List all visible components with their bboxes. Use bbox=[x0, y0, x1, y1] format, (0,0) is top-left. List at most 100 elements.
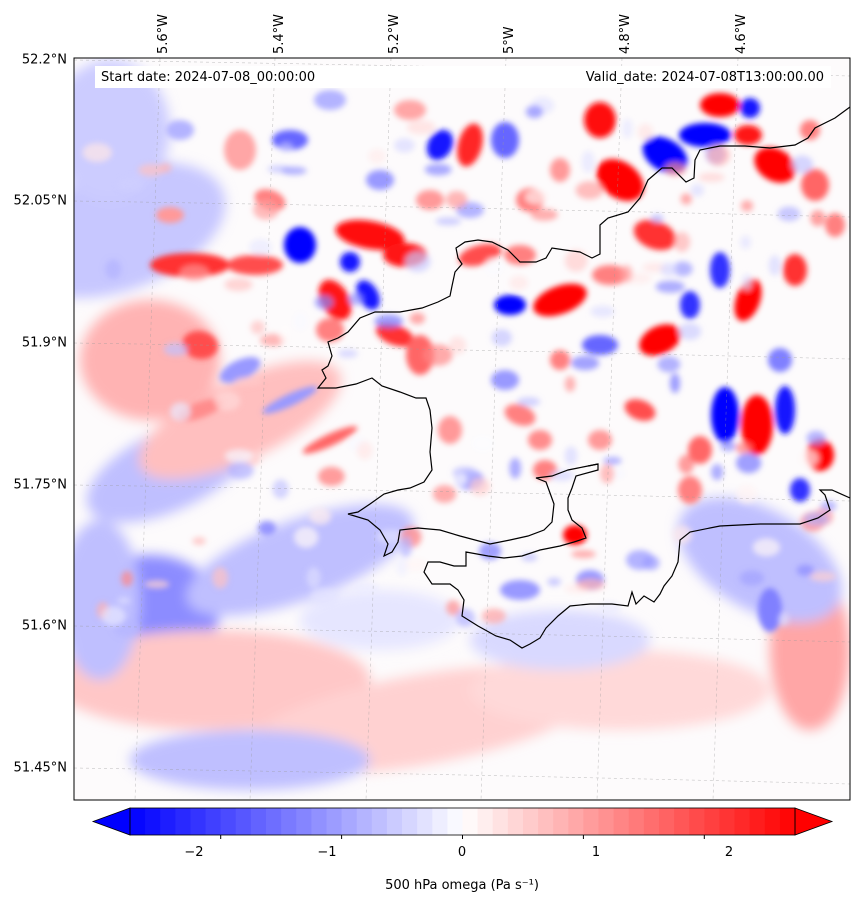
omega-cell bbox=[736, 452, 762, 474]
omega-cell bbox=[590, 305, 615, 318]
omega-cell bbox=[509, 457, 522, 479]
valid-date-label: Valid_date: 2024-07-08T13:00:00.00 bbox=[585, 70, 824, 85]
omega-cell bbox=[768, 255, 781, 276]
omega-cell bbox=[800, 120, 820, 140]
omega-cell bbox=[416, 190, 444, 210]
omega-cell bbox=[491, 122, 519, 158]
omega-cell bbox=[163, 342, 189, 356]
omega-cell bbox=[394, 100, 426, 120]
omega-cell bbox=[678, 323, 702, 340]
omega-cell bbox=[192, 537, 206, 546]
omega-cell bbox=[504, 404, 536, 426]
meridian bbox=[249, 58, 276, 800]
omega-cell bbox=[735, 442, 753, 454]
omega-cell bbox=[673, 231, 691, 252]
colorbar-tick-label: −1 bbox=[317, 845, 337, 860]
omega-cell bbox=[620, 265, 633, 283]
omega-cell bbox=[457, 123, 483, 167]
omega-cell bbox=[293, 526, 319, 548]
parallel bbox=[74, 767, 850, 785]
lon-tick-label: 5°W bbox=[502, 26, 517, 54]
omega-cell bbox=[509, 275, 528, 290]
omega-cell bbox=[406, 335, 434, 375]
omega-cell bbox=[624, 399, 656, 421]
omega-cell bbox=[739, 570, 765, 586]
parallel bbox=[74, 200, 850, 218]
omega-cell bbox=[310, 588, 339, 605]
omega-cell bbox=[144, 580, 170, 589]
omega-cell bbox=[309, 508, 332, 525]
omega-cell bbox=[169, 402, 191, 422]
omega-cell bbox=[116, 176, 144, 192]
colorbar-tick-label: 1 bbox=[591, 845, 601, 860]
colorbar-tick-label: 2 bbox=[724, 845, 734, 860]
omega-cell bbox=[435, 217, 462, 226]
omega-cell bbox=[491, 370, 519, 390]
omega-cell bbox=[790, 478, 810, 502]
parallel bbox=[74, 342, 850, 360]
omega-cell bbox=[707, 144, 730, 166]
omega-cell bbox=[600, 464, 615, 484]
omega-cell bbox=[741, 395, 773, 455]
lat-tick-label: 51.6°N bbox=[21, 618, 67, 634]
meridian bbox=[480, 58, 507, 800]
omega-cell bbox=[224, 130, 256, 170]
colorbar-tick-label: −2 bbox=[184, 845, 204, 860]
omega-cell bbox=[660, 262, 678, 277]
omega-cell bbox=[105, 259, 122, 279]
omega-cell bbox=[366, 170, 394, 190]
omega-cell bbox=[669, 373, 681, 394]
omega-cell bbox=[825, 213, 845, 237]
omega-cell bbox=[680, 193, 692, 205]
omega-cell bbox=[517, 397, 541, 407]
omega-cell bbox=[340, 252, 360, 272]
omega-cell bbox=[504, 245, 536, 265]
omega-cell bbox=[734, 278, 762, 322]
omega-cell bbox=[564, 376, 576, 392]
omega-cell bbox=[596, 159, 644, 201]
omega-cell bbox=[101, 606, 126, 626]
omega-cell bbox=[253, 199, 279, 220]
omega-cell bbox=[250, 320, 265, 335]
omega-cell bbox=[348, 292, 364, 306]
meridian bbox=[712, 58, 739, 800]
omega-cell bbox=[775, 386, 795, 434]
lat-tick-label: 51.45°N bbox=[13, 760, 67, 776]
start-date-label: Start date: 2024-07-08_00:00:00 bbox=[101, 70, 316, 85]
omega-cell bbox=[396, 557, 408, 576]
lat-tick-label: 51.75°N bbox=[13, 477, 67, 493]
meridian bbox=[134, 58, 161, 800]
omega-cell bbox=[491, 329, 512, 347]
omega-cell bbox=[524, 189, 548, 205]
omega-cell bbox=[525, 105, 544, 119]
omega-cell bbox=[351, 581, 379, 596]
omega-cell bbox=[318, 466, 345, 486]
omega-cell bbox=[316, 318, 344, 342]
omega-cell bbox=[432, 485, 457, 503]
coastline bbox=[316, 106, 850, 649]
omega-cell bbox=[564, 446, 578, 466]
omega-cell bbox=[736, 484, 758, 504]
coastline-inlet bbox=[587, 463, 599, 467]
omega-cell bbox=[711, 464, 724, 481]
omega-cell bbox=[521, 553, 538, 562]
omega-cell bbox=[179, 264, 210, 281]
lon-tick-label: 5.2°W bbox=[387, 13, 402, 54]
omega-cell bbox=[335, 219, 405, 251]
omega-cell bbox=[314, 295, 334, 310]
omega-cell bbox=[582, 335, 618, 355]
omega-cell bbox=[293, 311, 308, 331]
omega-cell bbox=[138, 164, 165, 177]
colorbar bbox=[91, 807, 834, 839]
omega-cell bbox=[678, 476, 702, 504]
omega-cell bbox=[214, 391, 241, 411]
omega-cell bbox=[711, 387, 739, 443]
omega-cell bbox=[219, 357, 261, 383]
omega-cell bbox=[121, 571, 133, 587]
omega-cell bbox=[664, 162, 686, 176]
omega-cell bbox=[456, 473, 467, 486]
omega-cell bbox=[740, 200, 754, 212]
omega-cell bbox=[279, 324, 291, 346]
omega-cell bbox=[533, 283, 587, 317]
lon-tick-label: 4.6°W bbox=[734, 13, 749, 54]
